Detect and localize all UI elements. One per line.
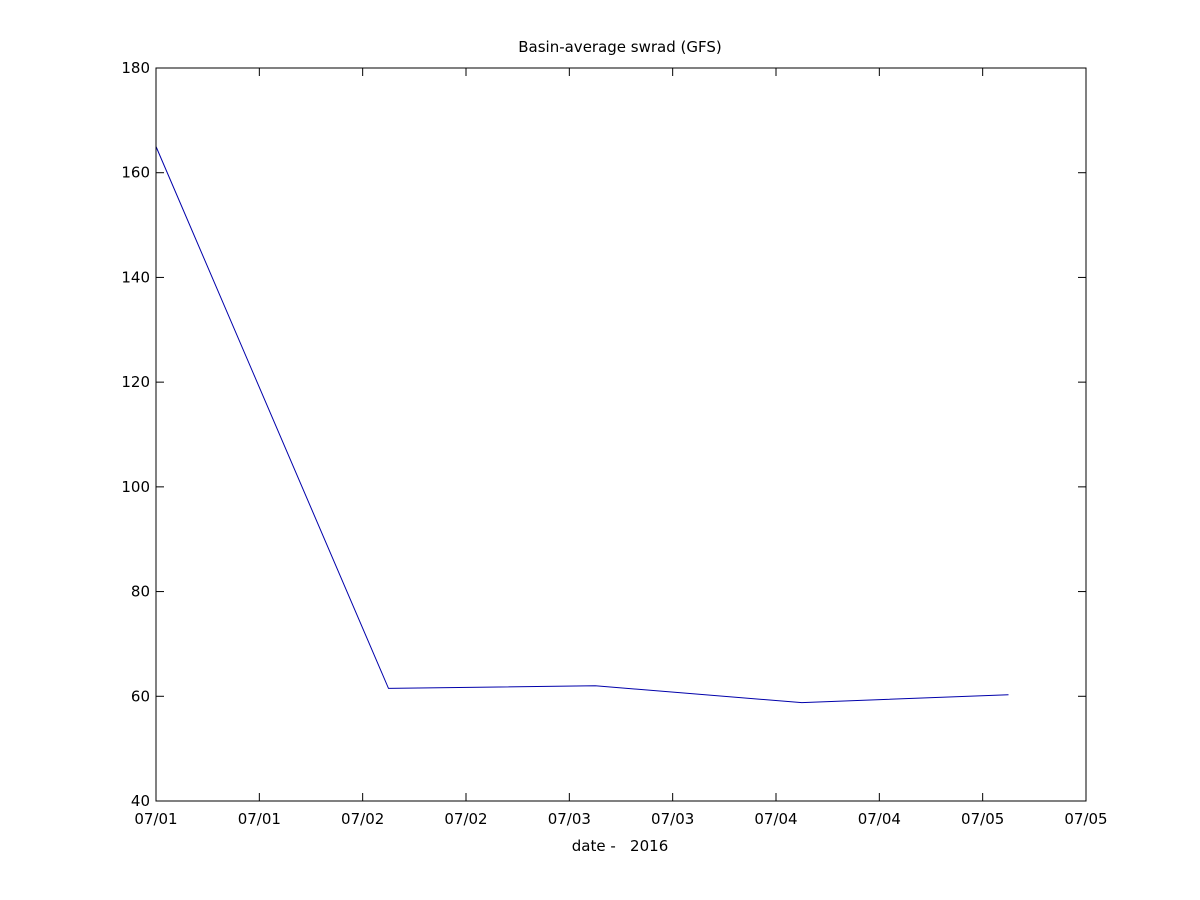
x-tick-label: 07/04 <box>858 810 901 828</box>
y-tick-label: 140 <box>121 268 150 286</box>
y-tick-label: 100 <box>121 478 150 496</box>
x-tick-label: 07/02 <box>444 810 487 828</box>
chart-title: Basin-average swrad (GFS) <box>518 38 722 56</box>
x-tick-label: 07/05 <box>961 810 1004 828</box>
y-tick-label: 60 <box>131 687 150 705</box>
x-tick-label: 07/01 <box>134 810 177 828</box>
x-tick-label: 07/02 <box>341 810 384 828</box>
y-tick-label: 120 <box>121 373 150 391</box>
y-tick-label: 40 <box>131 792 150 810</box>
y-tick-label: 80 <box>131 583 150 601</box>
y-tick-label: 160 <box>121 164 150 182</box>
x-tick-label: 07/03 <box>548 810 591 828</box>
series-line <box>155 146 1009 704</box>
x-tick-label: 07/01 <box>238 810 281 828</box>
series-group <box>155 146 1009 704</box>
x-tick-label: 07/04 <box>754 810 797 828</box>
y-tick-label: 180 <box>121 59 150 77</box>
x-tick-label: 07/05 <box>1064 810 1107 828</box>
axis-ticks: 40 60 80 100 120 140 160 180 07/01 07/01 07/02 07/0… <box>121 59 1107 828</box>
plot-frame <box>155 67 1087 802</box>
x-axis-label: date - 2016 <box>572 837 668 855</box>
x-tick-label: 07/03 <box>651 810 694 828</box>
